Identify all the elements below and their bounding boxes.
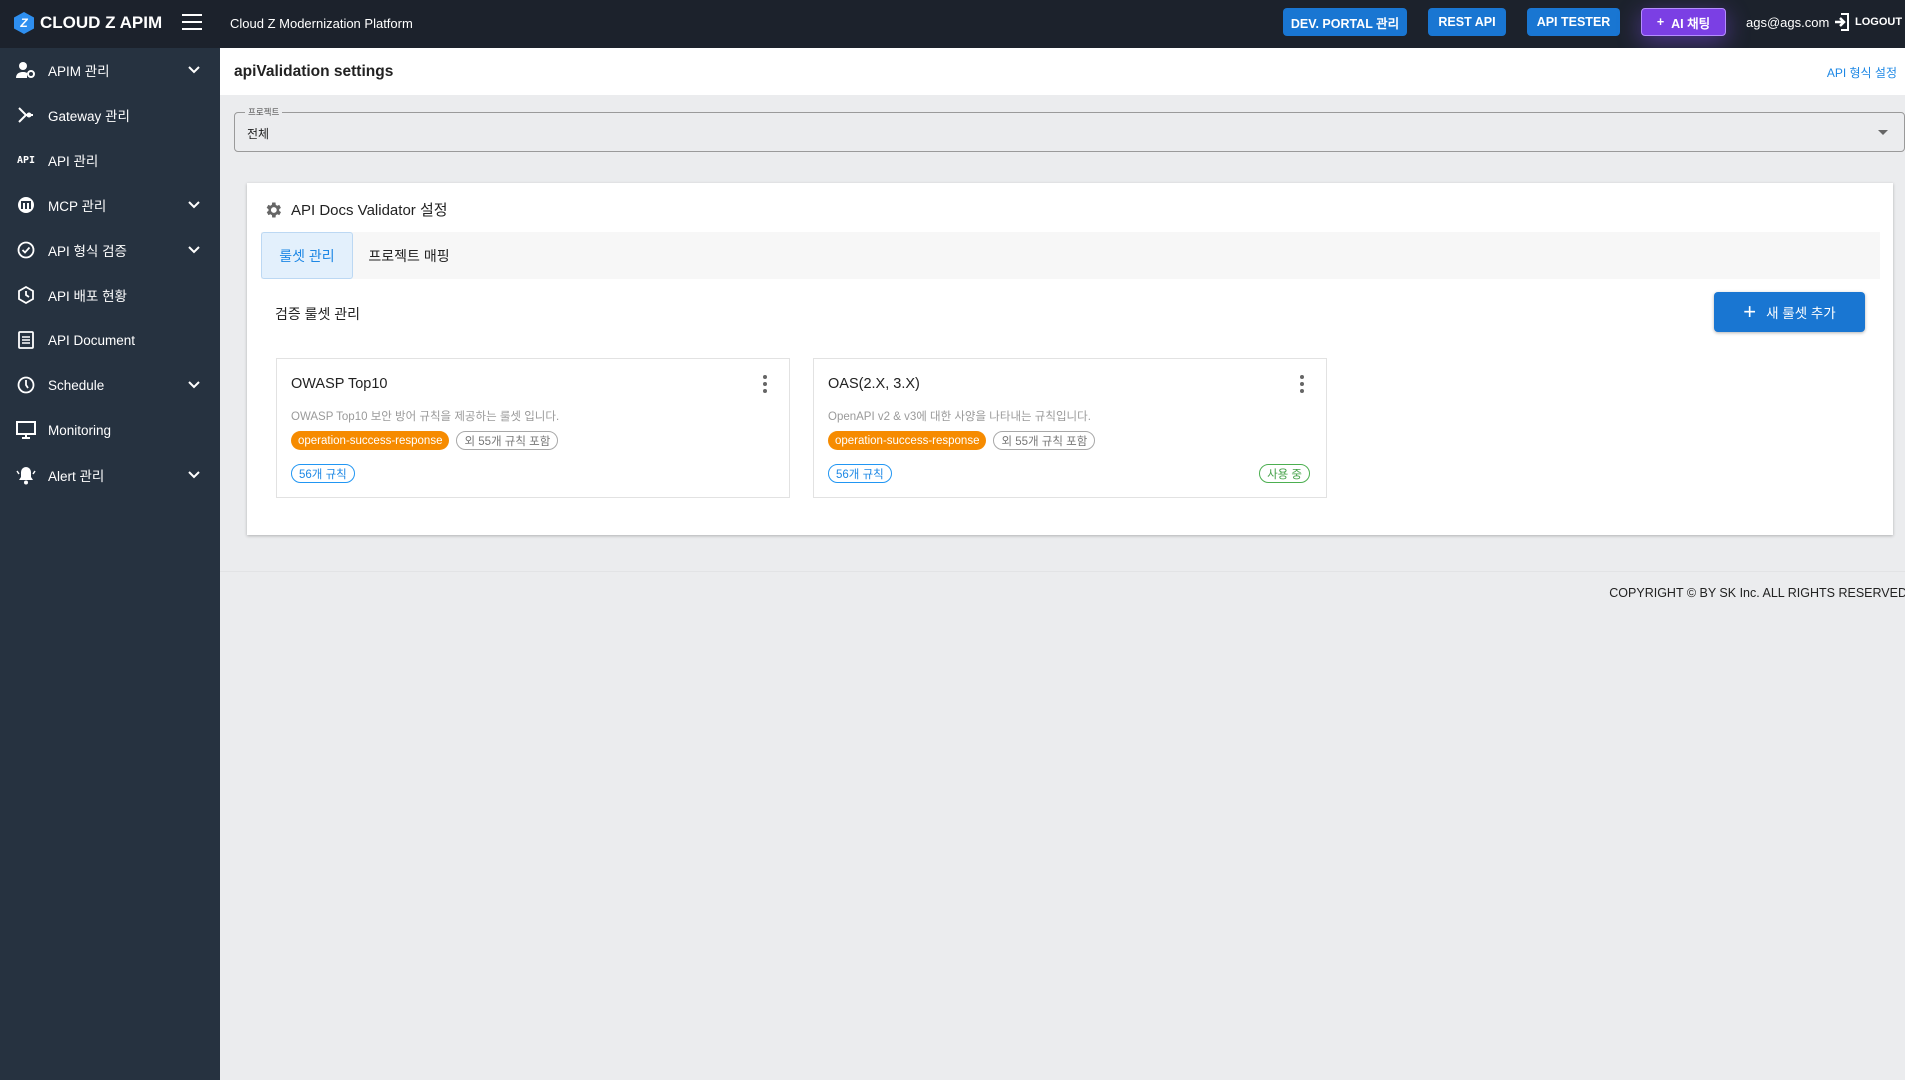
sidebar-item-label: MCP 관리	[48, 199, 107, 214]
sidebar-item[interactable]: Alert 관리	[0, 453, 220, 497]
api-icon: API	[16, 154, 36, 166]
user-email: ags@ags.com	[1746, 15, 1830, 30]
ruleset-name: OAS(2.X, 3.X)	[828, 376, 920, 392]
status-badge: 사용 중	[1259, 464, 1310, 483]
mcp-icon	[15, 196, 37, 214]
gateway-icon	[15, 106, 37, 124]
sidebar-item-label: API 관리	[48, 154, 99, 169]
more-rules-chip: 외 55개 규칙 포함	[456, 431, 559, 450]
sidebar-item-label: API 배포 현황	[48, 289, 127, 304]
plus-icon: +	[1743, 299, 1757, 324]
sidebar-item-label: API Document	[48, 332, 136, 348]
add-ruleset-button[interactable]: + 새 룰셋 추가	[1714, 292, 1865, 332]
logo[interactable]: Z CLOUD Z APIM	[14, 12, 162, 34]
rest-api-button[interactable]: REST API	[1428, 8, 1506, 36]
user-gear-icon	[15, 61, 37, 79]
sidebar-item[interactable]: APIM 관리	[0, 48, 220, 92]
sidebar: APIM 관리 Gateway 관리 API API 관리 MCP 관리 API 형식 검…	[0, 48, 220, 1080]
chevron-down-icon[interactable]	[188, 197, 200, 212]
logo-text: CLOUD Z APIM	[40, 13, 163, 32]
chevron-down-icon[interactable]	[188, 467, 200, 482]
sidebar-item-label: Gateway 관리	[48, 109, 130, 124]
ai-chat-label: AI 채팅	[1671, 16, 1711, 31]
panel-header: API Docs Validator 설정	[263, 199, 448, 220]
logo-mark-icon: Z	[14, 12, 34, 34]
logout-button[interactable]: LOGOUT	[1834, 12, 1902, 32]
gear-icon	[266, 202, 281, 217]
check-circle-icon	[15, 241, 37, 259]
tab-bar: 룰셋 관리 프로젝트 매핑	[261, 232, 1880, 279]
ruleset-description: OpenAPI v2 & v3에 대한 사양을 나타내는 규칙입니다.	[828, 411, 1091, 423]
platform-title: Cloud Z Modernization Platform	[230, 16, 413, 31]
chevron-down-icon[interactable]	[188, 242, 200, 257]
ruleset-card[interactable]: OWASP Top10 OWASP Top10 보안 방어 규칙을 제공하는 룰…	[276, 358, 790, 498]
sidebar-item-label: APIM 관리	[48, 64, 110, 79]
rule-count-chip: 56개 규칙	[828, 464, 892, 483]
copyright: COPYRIGHT © BY SK Inc. ALL RIGHTS RESERV…	[1609, 586, 1905, 600]
sidebar-item-label: API 형식 검증	[48, 244, 127, 259]
add-ruleset-label: 새 룰셋 추가	[1766, 306, 1836, 321]
sidebar-item[interactable]: Gateway 관리	[0, 93, 220, 137]
panel-title: API Docs Validator 설정	[291, 202, 448, 219]
ai-chat-button[interactable]: + AI 채팅	[1641, 8, 1726, 36]
top-header: Z CLOUD Z APIM Cloud Z Modernization Plat…	[0, 0, 1905, 48]
tab-project-mapping[interactable]: 프로젝트 매핑	[368, 247, 450, 264]
sidebar-item[interactable]: API 배포 현황	[0, 273, 220, 317]
chevron-down-icon[interactable]	[188, 62, 200, 77]
rule-chip: operation-success-response	[828, 431, 987, 450]
hamburger-menu-icon[interactable]	[182, 14, 202, 30]
chevron-down-icon[interactable]	[188, 377, 200, 392]
deploy-icon	[15, 286, 37, 304]
validator-panel: API Docs Validator 설정 룰셋 관리 프로젝트 매핑 검증 룰…	[247, 183, 1893, 535]
api-format-settings-link[interactable]: API 형식 설정	[1826, 66, 1897, 80]
bell-icon	[15, 465, 37, 485]
sidebar-item[interactable]: API Document	[0, 318, 220, 362]
clock-icon	[15, 376, 37, 394]
sidebar-item-label: Alert 관리	[48, 469, 105, 484]
project-select-value: 전체	[247, 127, 270, 141]
more-vert-icon[interactable]	[1300, 375, 1306, 396]
rule-chip: operation-success-response	[291, 431, 450, 450]
logout-label: LOGOUT	[1855, 16, 1903, 28]
page-title: apiValidation settings	[234, 63, 394, 80]
api-tester-button[interactable]: API TESTER	[1527, 8, 1620, 36]
document-icon	[15, 331, 37, 349]
tab-ruleset[interactable]: 룰셋 관리	[261, 232, 353, 279]
sidebar-item[interactable]: MCP 관리	[0, 183, 220, 227]
dev-portal-button[interactable]: DEV. PORTAL 관리	[1283, 8, 1407, 36]
footer-divider	[220, 571, 1905, 572]
sidebar-item[interactable]: Monitoring	[0, 408, 220, 452]
rule-count-chip: 56개 규칙	[291, 464, 355, 483]
logout-icon	[1835, 13, 1849, 31]
more-vert-icon[interactable]	[763, 375, 769, 396]
sidebar-item-label: Schedule	[48, 377, 105, 393]
project-select[interactable]: 프로젝트 전체	[234, 106, 1905, 152]
ruleset-card[interactable]: OAS(2.X, 3.X) OpenAPI v2 & v3에 대한 사양을 나타…	[813, 358, 1327, 498]
ruleset-description: OWASP Top10 보안 방어 규칙을 제공하는 룰셋 입니다.	[291, 411, 560, 423]
project-select-label: 프로젝트	[245, 106, 283, 118]
ruleset-name: OWASP Top10	[291, 376, 388, 392]
sidebar-item[interactable]: API API 관리	[0, 138, 220, 182]
dropdown-caret-icon	[1878, 130, 1888, 135]
section-title: 검증 룰셋 관리	[275, 306, 361, 322]
sidebar-item-label: Monitoring	[48, 422, 112, 438]
sparkle-icon: +	[1656, 15, 1665, 29]
sidebar-item[interactable]: Schedule	[0, 363, 220, 407]
title-bar: apiValidation settings API 형식 설정	[220, 48, 1905, 95]
more-rules-chip: 외 55개 규칙 포함	[993, 431, 1096, 450]
monitor-icon	[15, 421, 37, 439]
sidebar-item[interactable]: API 형식 검증	[0, 228, 220, 272]
